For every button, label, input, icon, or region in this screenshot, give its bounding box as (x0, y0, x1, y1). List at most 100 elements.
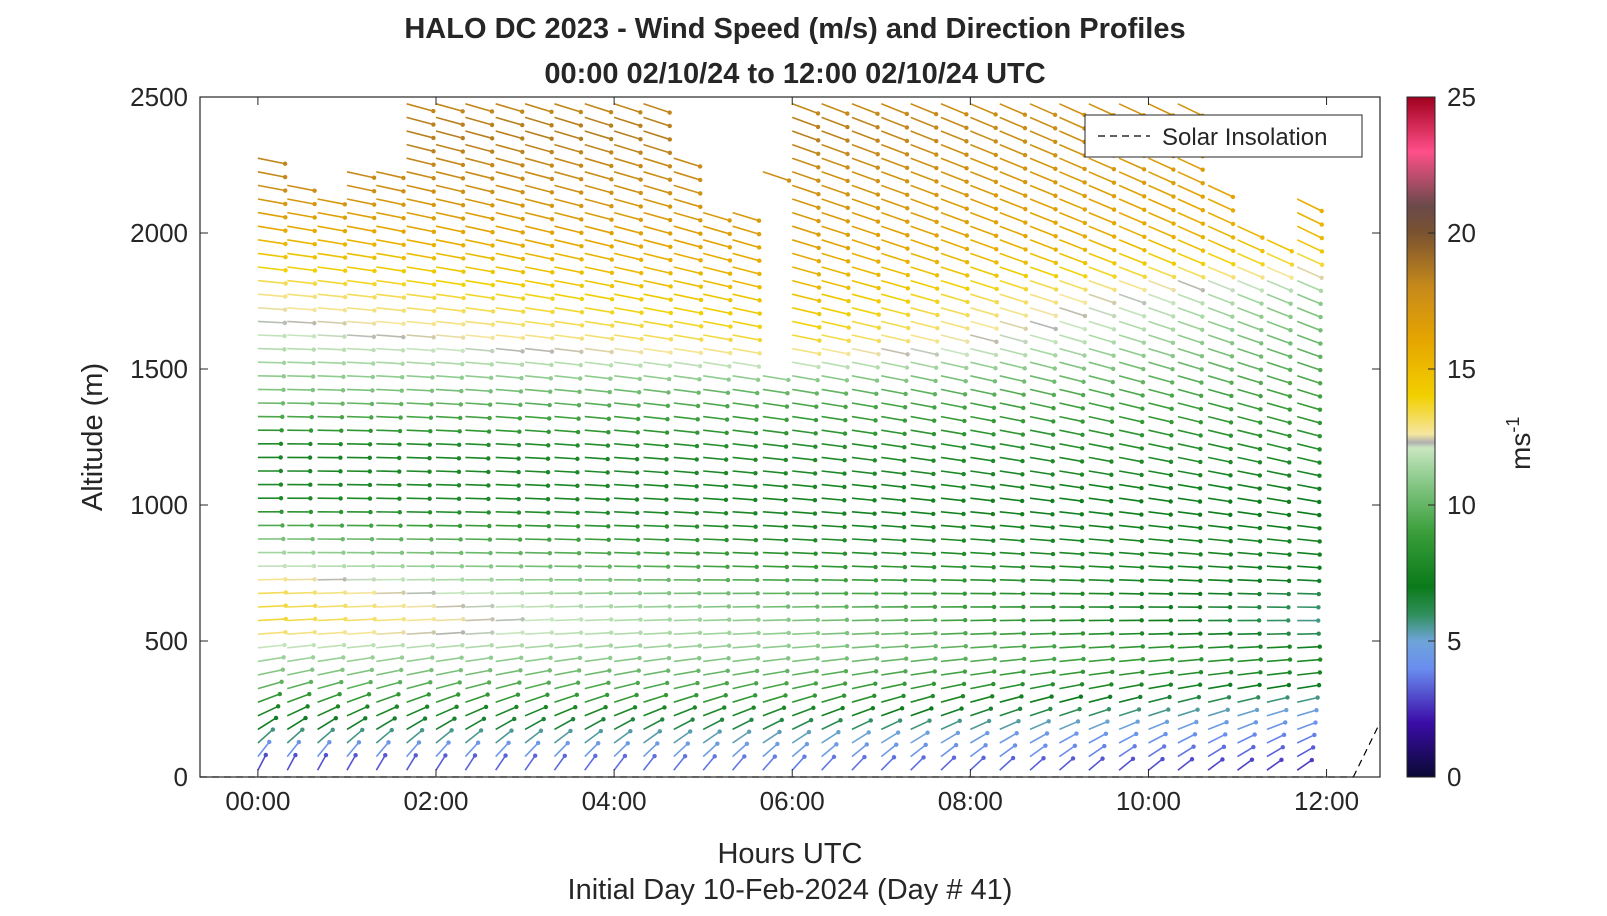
wind-barb-shaft (436, 645, 462, 648)
wind-barb-shaft (763, 485, 786, 487)
wind-barb-shaft (644, 512, 667, 513)
wind-barb-head (1140, 433, 1144, 437)
wind-barb-head (932, 552, 936, 556)
wind-barb-shaft (1238, 485, 1260, 489)
wind-barb-shaft (1148, 417, 1171, 422)
wind-barb-head (571, 717, 575, 721)
wind-barb-shaft (407, 199, 434, 205)
wind-barb-head (430, 375, 434, 379)
wind-barb-shaft (703, 539, 726, 540)
wind-barb-shaft (852, 403, 876, 407)
wind-barb-head (664, 457, 668, 461)
wind-barb-shaft (347, 619, 375, 621)
wind-barb-shaft (1178, 185, 1203, 196)
wind-barb-shaft (1208, 267, 1233, 277)
wind-barb-shaft (1238, 471, 1260, 475)
wind-barb-head (1258, 420, 1262, 424)
wind-barb-head (343, 630, 347, 634)
wind-barb-head (1228, 683, 1232, 687)
wind-barb-shaft (703, 485, 726, 487)
wind-barb-head (875, 618, 879, 622)
wind-barb-head (509, 728, 513, 732)
wind-barb-shaft (1297, 430, 1320, 436)
wind-barb-head (431, 122, 435, 126)
wind-barb-shaft (1089, 321, 1114, 329)
wind-barb-shaft (407, 606, 434, 607)
wind-barb-head (461, 269, 465, 273)
wind-barb-shaft (1178, 722, 1196, 729)
wind-barb-head (994, 139, 998, 143)
wind-barb-head (308, 442, 312, 446)
wind-barb-head (873, 525, 877, 529)
wind-barb-head (962, 419, 966, 423)
wind-barb-head (461, 190, 465, 194)
wind-barb-shaft (525, 619, 552, 620)
wind-barb-shaft (911, 671, 935, 675)
wind-barb-shaft (554, 321, 582, 325)
wind-barb-head (1131, 757, 1135, 761)
wind-barb-shaft (703, 708, 724, 716)
wind-barb-head (842, 498, 846, 502)
wind-barb-head (609, 177, 613, 181)
wind-barb-shaft (674, 403, 698, 406)
wind-barb-head (1043, 743, 1047, 747)
wind-barb-shaft (763, 553, 786, 554)
wind-barb-shaft (318, 632, 345, 634)
wind-barb-head (431, 591, 435, 595)
wind-barb-head (755, 669, 759, 673)
wind-barb-head (1286, 605, 1290, 609)
wind-barb-head (1022, 379, 1026, 383)
wind-barb-shaft (554, 633, 581, 635)
wind-barb-shaft (881, 553, 904, 554)
wind-barb-shaft (1119, 759, 1133, 770)
wind-barb-head (1074, 731, 1078, 735)
wind-barb-head (506, 741, 510, 745)
wind-barb-head (425, 705, 429, 709)
wind-barb-head (1229, 447, 1233, 451)
wind-barb-head (873, 681, 877, 685)
wind-barb-shaft (822, 417, 846, 421)
wind-barb-head (370, 655, 374, 659)
wind-barb-shaft (376, 619, 404, 620)
wind-barb-shaft (585, 695, 607, 702)
wind-barb-head (371, 348, 375, 352)
wind-barb-shaft (258, 694, 280, 702)
wind-barb-shaft (436, 335, 463, 338)
wind-barb-shaft (496, 633, 523, 635)
wind-barb-shaft (644, 104, 670, 113)
wind-barb-shaft (1030, 104, 1055, 115)
wind-barb-shaft (376, 632, 403, 634)
wind-barb-shaft (496, 240, 523, 246)
wind-barb-head (503, 753, 507, 757)
wind-barb-shaft (1059, 525, 1082, 527)
wind-barb-shaft (941, 145, 967, 155)
wind-barb-shaft (1178, 498, 1200, 501)
wind-barb-shaft (318, 755, 326, 770)
wind-barb-head (1051, 592, 1055, 596)
wind-barb-head (308, 496, 312, 500)
wind-barb-head (1320, 249, 1324, 253)
wind-barb-head (628, 729, 632, 733)
wind-barb-head (368, 442, 372, 446)
wind-barb-shaft (407, 444, 430, 445)
wind-barb-head (312, 334, 316, 338)
wind-barb-head (1167, 695, 1171, 699)
wind-barb-shaft (287, 755, 295, 770)
wind-barb-shaft (1089, 553, 1112, 555)
wind-barb-shaft (822, 525, 845, 527)
wind-barb-shaft (287, 267, 315, 271)
wind-barb-head (698, 258, 702, 262)
wind-barb-shaft (911, 172, 937, 182)
wind-barb-shaft (585, 633, 612, 634)
wind-barb-head (667, 591, 671, 595)
wind-barb-shaft (674, 349, 701, 353)
wind-barb-head (964, 112, 968, 116)
wind-barb-head (1171, 314, 1175, 318)
wind-barb-head (550, 204, 554, 208)
wind-barb-shaft (881, 671, 905, 675)
wind-barb-head (1287, 683, 1291, 687)
wind-barb-head (1051, 618, 1055, 622)
wind-barb-shaft (792, 389, 817, 393)
wind-barb-head (313, 604, 317, 608)
wind-barb-shaft (1119, 158, 1144, 169)
